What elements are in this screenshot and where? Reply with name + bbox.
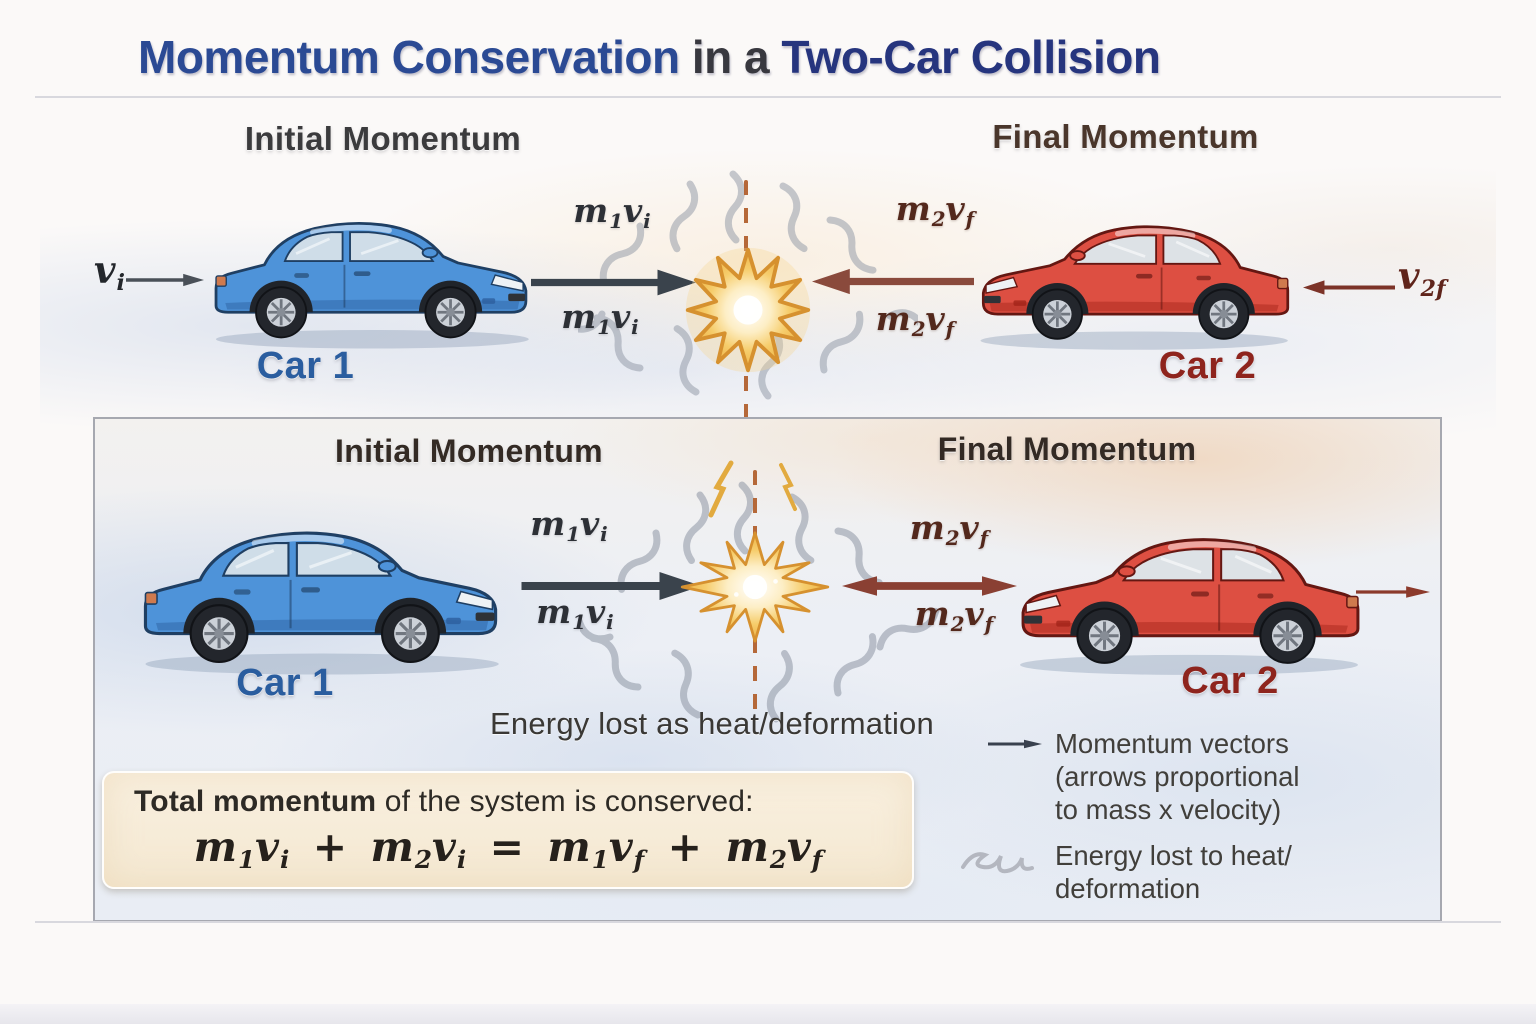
title-divider — [35, 96, 1501, 98]
collision-burst-icon — [680, 531, 830, 643]
v-initial-arrow-icon — [126, 273, 204, 287]
formula-term-m1vi: m1vi — [193, 823, 290, 875]
panel-car2-label: Car 2 — [1181, 660, 1279, 702]
bottom-divider — [35, 921, 1501, 923]
page-bottom-strip — [0, 1004, 1536, 1024]
v2f-label: v2f — [1398, 254, 1446, 302]
m1vi-label-below: m1vi — [561, 297, 639, 339]
car1-momentum-arrow-icon — [521, 572, 702, 600]
conservation-caption-bold: Total momentum — [134, 785, 377, 818]
legend-energy-squiggle-icon — [961, 852, 1034, 874]
plus-operator: + — [667, 823, 703, 871]
legend-energy-text: Energy lost to heat/ deformation — [1055, 840, 1292, 904]
m1vi-label-above: m1vi — [573, 191, 651, 233]
v-initial-label: vi — [94, 248, 125, 296]
top-car1-label: Car 1 — [256, 345, 355, 387]
conservation-caption: Total momentum of the system is conserve… — [134, 785, 754, 819]
m2vf-label-below: m2vf — [914, 594, 994, 636]
legend-momentum-text: Momentum vectors (arrows proportional to… — [1055, 728, 1300, 825]
collision-burst-icon — [685, 247, 811, 373]
car1-blue-illustration — [203, 194, 538, 357]
page-title: Momentum Conservation in a Two-Car Colli… — [138, 30, 1161, 84]
title-part-2: in a — [679, 31, 782, 83]
plus-operator: + — [312, 823, 348, 871]
top-initial-momentum-heading: Initial Momentum — [244, 120, 522, 157]
m2vf-label-above: m2vf — [909, 508, 989, 550]
panel-initial-momentum-heading: Initial Momentum — [335, 433, 603, 469]
legend-momentum-arrow-icon — [988, 739, 1042, 749]
m1vi-label-below: m1vi — [536, 592, 614, 634]
spark-icon — [708, 460, 797, 518]
car2-red-illustration — [966, 198, 1306, 358]
title-part-1: Momentum Conservation — [138, 31, 680, 83]
formula-term-m1vf: m1vf — [547, 823, 645, 875]
top-car2-label: Car 2 — [1158, 345, 1257, 387]
m1vi-label-above: m1vi — [530, 504, 608, 546]
v2f-arrow-icon — [1303, 280, 1395, 295]
panel-car1-label: Car 1 — [236, 662, 334, 704]
equals-operator: = — [489, 823, 524, 871]
after-collision-panel: Initial Momentum Final Momentum — [93, 417, 1442, 922]
energy-lost-note: Energy lost as heat/deformation — [490, 706, 934, 741]
panel-final-momentum-heading: Final Momentum — [937, 431, 1197, 467]
conservation-statement-box: Total momentum of the system is conserve… — [102, 771, 914, 889]
title-part-3: Two-Car Collision — [781, 31, 1161, 83]
conservation-caption-rest: of the system is conserved: — [376, 785, 754, 818]
car2-recoil-arrow-icon — [1356, 586, 1430, 598]
m2vf-label-above: m2vf — [895, 189, 975, 231]
conservation-formula: m1vi + m2vi = m1vf + m2vf — [104, 823, 912, 873]
car2-momentum-arrow-icon — [812, 268, 974, 295]
car2-momentum-double-arrow-icon — [842, 576, 1017, 596]
top-final-momentum-heading: Final Momentum — [992, 118, 1259, 155]
m2vf-label-below: m2vf — [875, 299, 955, 341]
formula-term-m2vi: m2vi — [370, 823, 467, 875]
formula-term-m2vf: m2vf — [725, 823, 823, 875]
car1-momentum-arrow-icon — [531, 269, 696, 296]
car1-blue-illustration — [130, 500, 510, 684]
